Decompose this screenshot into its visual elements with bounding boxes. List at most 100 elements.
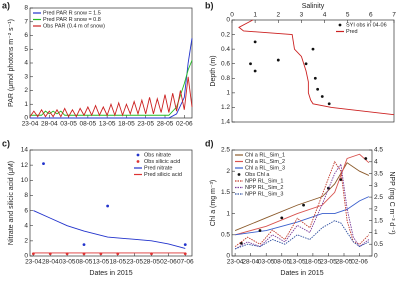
y2-tick-label: 0: [374, 253, 378, 260]
legend-label: Pred PAR R snow = 0.8: [43, 17, 101, 23]
data-point: [302, 203, 305, 207]
x-tick-label: 18-05: [109, 259, 126, 266]
x-axis-label: Dates in 2015: [89, 270, 132, 277]
panel-label: c): [2, 138, 10, 148]
y-axis-label: Chl a (mg m⁻³): [210, 180, 217, 226]
x-tick-label: 03-05: [258, 259, 275, 266]
panel-label: d): [205, 138, 214, 148]
y2-tick-label: 0.5: [374, 241, 383, 248]
x-tick-label: 03-05: [59, 259, 76, 266]
y-tick-label: 3: [24, 73, 28, 80]
series-line: [238, 19, 395, 116]
y-tick-label: 1: [24, 101, 28, 108]
x-tick-label: 13-05: [99, 121, 116, 128]
legend-label: Chl a RL_Sim_1: [245, 152, 285, 158]
legend-label: Pred PAR R snow = 1.5: [43, 10, 101, 16]
series-line: [234, 160, 370, 247]
data-point: [82, 243, 86, 247]
plot-frame: [231, 149, 373, 257]
y2-tick-label: 3.5: [374, 170, 383, 177]
y-tick-label: 1.5: [221, 189, 230, 196]
y-tick-label: 8: [24, 5, 28, 12]
data-point: [313, 76, 317, 80]
y-tick-label: 6: [24, 207, 28, 214]
data-point: [339, 178, 343, 182]
data-point: [42, 162, 45, 166]
y-tick-label: 0.6: [221, 60, 230, 67]
x-tick-label: 6: [369, 12, 373, 19]
y-tick-label: 0: [226, 17, 230, 24]
legend-label: NPP RL_Sim_3: [245, 191, 283, 197]
panel-label: b): [205, 0, 214, 10]
legend-marker: [237, 173, 241, 176]
series-line: [234, 162, 370, 231]
data-point: [253, 40, 257, 44]
legend-label: Chl a RL_Sim_3: [245, 165, 285, 171]
legend-label: Obs nitrate: [144, 152, 171, 158]
x-tick-label: 28-04: [242, 259, 259, 266]
x-tick-label: 02-06: [160, 259, 177, 266]
legend-label: Pred: [346, 29, 358, 35]
x-tick-label: 3: [300, 12, 304, 19]
x-tick-label: 07-06: [177, 259, 194, 266]
data-point: [249, 62, 252, 66]
legend-label: Obs silicic acid: [144, 159, 180, 165]
x-tick-label: 1: [253, 12, 257, 19]
y-tick-label: 10: [21, 177, 29, 184]
x-tick-label: 28-05: [143, 259, 160, 266]
x-tick-label: 0: [230, 12, 234, 19]
series-line: [234, 162, 370, 250]
y-tick-label: 0: [24, 253, 28, 260]
x-tick-label: 13-05: [289, 259, 306, 266]
y2-axis-label: NPP (mg C m⁻³ d⁻¹): [388, 171, 395, 234]
legend-marker: [338, 23, 342, 27]
series-line: [235, 196, 370, 236]
data-point: [327, 102, 331, 106]
series-line: [234, 153, 370, 236]
y-tick-label: 1.4: [221, 119, 230, 126]
data-point: [253, 69, 257, 73]
legend-label: Pred silicic acid: [144, 172, 182, 178]
series-line: [234, 220, 370, 250]
y-tick-label: 0.5: [221, 232, 230, 239]
panel-label: a): [2, 0, 10, 10]
data-point: [364, 157, 368, 160]
y-tick-label: 2: [24, 87, 28, 94]
series-line: [29, 76, 193, 118]
y-tick-label: 2.5: [221, 147, 230, 154]
x-tick-label: 18-05: [305, 259, 322, 266]
x-tick-label: 28-05: [157, 121, 174, 128]
y-tick-label: 0.4: [221, 46, 230, 53]
legend-label: Chl a RL_Sim_2: [245, 159, 285, 165]
data-point: [304, 62, 308, 66]
y2-tick-label: 1: [374, 229, 378, 236]
legend-label: Pred nitrate: [144, 165, 172, 171]
x-tick-label: 23-04: [25, 259, 42, 266]
x-tick-label: 08-05: [80, 121, 97, 128]
x-tick-label: 23-04: [22, 121, 39, 128]
series-line: [30, 38, 193, 119]
y-axis-label: PAR (μmol photons m⁻² s⁻¹): [8, 19, 15, 107]
legend-label: Obs Chl a: [245, 172, 270, 178]
x-tick-label: 28-05: [336, 259, 353, 266]
legend-label: NPP RL_Sim_2: [245, 185, 283, 191]
y2-tick-label: 4.5: [374, 147, 383, 154]
series-line: [30, 60, 193, 116]
y-tick-label: 14: [21, 147, 29, 154]
x-tick-label: 03-05: [60, 121, 77, 128]
x-tick-label: 08-05: [273, 259, 290, 266]
data-point: [311, 47, 315, 51]
y2-tick-label: 3: [374, 182, 378, 189]
data-point: [258, 229, 262, 232]
x-tick-label: 02-06: [176, 121, 193, 128]
data-point: [320, 95, 324, 98]
y-tick-label: 0.2: [221, 31, 230, 38]
x-tick-label: 18-05: [118, 121, 135, 128]
y-tick-label: 0.8: [221, 75, 230, 82]
x-tick-label: 28-04: [41, 121, 58, 128]
data-point: [106, 204, 110, 208]
y-tick-label: 2: [226, 168, 230, 175]
x-tick-label: 2: [276, 12, 280, 19]
x-tick-label: 23-04: [227, 259, 244, 266]
y-tick-label: 5: [24, 46, 28, 53]
